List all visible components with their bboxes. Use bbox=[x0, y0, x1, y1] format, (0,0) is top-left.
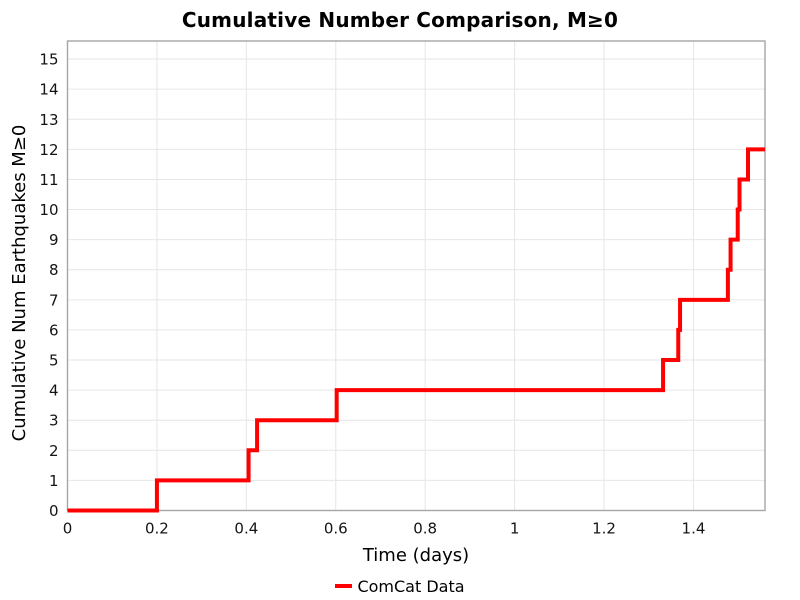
x-tick-label: 1 bbox=[510, 520, 520, 538]
y-tick-label: 10 bbox=[39, 201, 58, 219]
x-tick-label: 0.4 bbox=[234, 520, 258, 538]
chart-title: Cumulative Number Comparison, M≥0 bbox=[181, 8, 619, 32]
legend-label: ComCat Data bbox=[357, 576, 465, 596]
x-tick-label: 0 bbox=[63, 520, 73, 538]
y-tick-label: 2 bbox=[49, 442, 59, 460]
y-tick-label: 5 bbox=[49, 352, 59, 370]
y-tick-label: 13 bbox=[39, 111, 58, 129]
y-axis-label: Cumulative Num Earthquakes M≥0 bbox=[9, 124, 30, 442]
y-tick-label: 9 bbox=[49, 231, 59, 249]
data-step-line bbox=[67, 147, 765, 513]
legend: ComCat Data bbox=[0, 575, 800, 597]
x-tick-label: 1.4 bbox=[682, 520, 706, 538]
y-tick-label: 11 bbox=[39, 171, 58, 189]
y-tick-label: 1 bbox=[49, 472, 59, 490]
x-tick-label: 0.2 bbox=[145, 520, 169, 538]
y-tick-label: 0 bbox=[49, 502, 59, 520]
x-tick-label: 1.2 bbox=[592, 520, 616, 538]
x-tick-label: 0.8 bbox=[413, 520, 437, 538]
y-tick-label: 3 bbox=[49, 412, 59, 430]
panel-background bbox=[67, 41, 765, 511]
x-axis-label: Time (days) bbox=[362, 545, 470, 566]
y-tick-label: 7 bbox=[49, 291, 59, 309]
y-tick-label: 6 bbox=[49, 321, 59, 339]
panel-border bbox=[66, 40, 766, 512]
y-tick-label: 14 bbox=[39, 81, 58, 99]
y-tick-label: 12 bbox=[39, 141, 58, 159]
y-tick-label: 4 bbox=[49, 382, 59, 400]
legend-line-swatch bbox=[335, 584, 353, 588]
x-tick-label: 0.6 bbox=[324, 520, 348, 538]
y-tick-label: 15 bbox=[39, 51, 58, 69]
y-tick-label: 8 bbox=[49, 261, 59, 279]
